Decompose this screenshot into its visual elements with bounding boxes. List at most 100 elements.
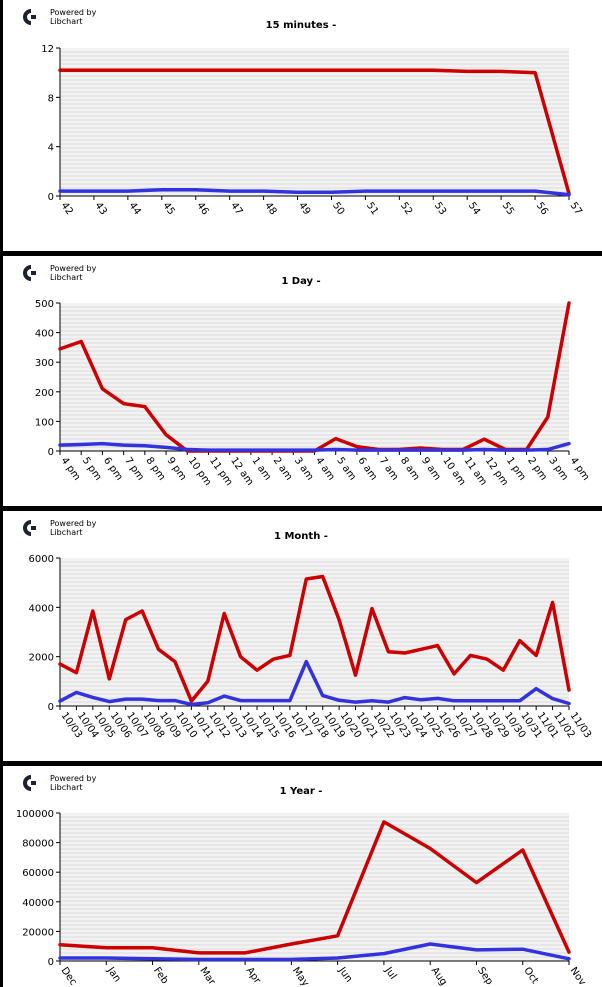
y-tick-label: 0	[48, 957, 54, 968]
x-tick-label: 6 am	[355, 455, 379, 482]
x-tick-label: 56	[534, 200, 550, 217]
x-tick-label: 54	[466, 200, 482, 217]
x-tick-label: 55	[500, 200, 516, 217]
panel-divider	[0, 251, 602, 256]
series-line-blue	[58, 659, 571, 707]
x-tick-label: 50	[330, 200, 346, 217]
series-line-blue	[58, 441, 571, 452]
logo-arc	[23, 265, 31, 281]
y-tick-label: 0	[48, 702, 54, 713]
libchart-logo-icon	[23, 9, 36, 25]
y-tick-label: 8	[48, 93, 54, 104]
x-tick-label: 7 am	[377, 455, 401, 482]
y-tick-label: 200	[35, 388, 54, 399]
chart-title: 1 Month -	[274, 531, 328, 542]
powered-by-label: Powered by	[50, 519, 97, 528]
x-tick-label: Nov	[568, 965, 588, 987]
chart-title: 15 minutes -	[266, 20, 337, 31]
frame-edge	[0, 511, 3, 761]
x-tick-label: 5 pm	[80, 455, 104, 482]
series-line-red	[58, 820, 571, 955]
x-tick-label: 48	[262, 200, 278, 217]
x-tick-label: 49	[296, 200, 312, 217]
x-tick-label: May	[290, 965, 311, 987]
x-tick-label: Mar	[197, 965, 217, 987]
y-tick-label: 4000	[29, 603, 54, 614]
logo-bar	[31, 781, 36, 785]
libchart-label: Libchart	[50, 273, 83, 282]
series-line-red	[58, 68, 571, 196]
x-tick-label: 4 pm	[568, 455, 592, 482]
x-tick-label: 5 am	[334, 455, 358, 482]
x-tick-label: 52	[398, 200, 414, 217]
series-line-blue	[58, 942, 571, 962]
y-tick-label: 100	[35, 417, 54, 428]
y-tick-label: 300	[35, 358, 54, 369]
frame-edge	[0, 766, 3, 987]
y-tick-label: 40000	[22, 898, 54, 909]
x-tick-label: Oct	[521, 965, 540, 986]
chart-panel-15-minutes: Powered by Libchart 15 minutes -0 4 8 12 42 43 4…	[0, 0, 602, 251]
x-tick-label: Aug	[429, 965, 449, 987]
y-tick-label: 60000	[22, 868, 54, 879]
logo-bar	[31, 271, 36, 275]
panel-divider	[0, 506, 602, 511]
x-tick-label: 8 pm	[143, 455, 167, 482]
x-tick-label: 7 pm	[122, 455, 146, 482]
series-line-red	[58, 574, 571, 703]
logo-bar	[31, 526, 36, 530]
x-tick-label: 3 pm	[546, 455, 570, 482]
panel-divider	[0, 761, 602, 766]
x-tick-label: 51	[364, 200, 380, 217]
x-tick-label: 45	[160, 200, 176, 217]
libchart-logo-icon	[23, 775, 36, 791]
libchart-label: Libchart	[50, 528, 83, 537]
x-tick-label: Jun	[336, 965, 355, 985]
y-tick-label: 0	[48, 192, 54, 203]
frame-edge	[0, 0, 3, 251]
chart-title: 1 Day -	[281, 276, 320, 287]
series-line-blue	[58, 188, 571, 197]
logo-bar	[31, 15, 36, 19]
x-tick-label: Jan	[104, 965, 122, 985]
x-tick-label: 3 am	[292, 455, 316, 482]
chart-panel-1-month: Powered by Libchart 1 Month - 0 2000 4000 6000…	[0, 511, 602, 761]
logo-arc	[23, 775, 31, 791]
frame-edge	[0, 256, 3, 506]
logo-arc	[23, 520, 31, 536]
plot-area	[60, 303, 569, 451]
x-tick-label: Sep	[475, 965, 495, 987]
libchart-label: Libchart	[50, 783, 83, 792]
x-tick-label: 47	[228, 200, 244, 217]
x-tick-label: 57	[568, 200, 584, 217]
x-tick-label: 8 am	[398, 455, 422, 482]
x-tick-label: 9 pm	[165, 455, 189, 482]
y-tick-label: 500	[35, 299, 54, 310]
powered-by-label: Powered by	[50, 774, 97, 783]
x-tick-label: 2 pm	[525, 455, 549, 482]
plot-area	[60, 813, 569, 961]
y-tick-label: 6000	[29, 554, 54, 565]
y-tick-label: 20000	[22, 927, 54, 938]
libchart-logo-icon	[23, 265, 36, 281]
y-tick-label: 0	[48, 447, 54, 458]
powered-by-label: Powered by	[50, 8, 97, 17]
chart-title: 1 Year -	[280, 786, 323, 797]
x-tick-label: 42	[59, 200, 75, 217]
x-tick-label: 4 pm	[59, 455, 83, 482]
x-tick-label: Jul	[382, 965, 399, 982]
chart-panel-1-year: Powered by Libchart 1 Year - 0 20000 40000 600…	[0, 766, 602, 987]
y-tick-label: 2000	[29, 653, 54, 664]
y-tick-label: 100000	[16, 809, 54, 820]
y-tick-label: 12	[41, 44, 54, 55]
x-tick-label: 6 pm	[101, 455, 125, 482]
x-tick-label: 46	[194, 200, 210, 217]
x-tick-label: 2 am	[271, 455, 295, 482]
libchart-label: Libchart	[50, 17, 83, 26]
powered-by-label: Powered by	[50, 264, 97, 273]
chart-panel-1-day: Powered by Libchart 1 Day - 0 100 200 300 400 50…	[0, 256, 602, 506]
x-tick-label: 9 am	[419, 455, 443, 482]
